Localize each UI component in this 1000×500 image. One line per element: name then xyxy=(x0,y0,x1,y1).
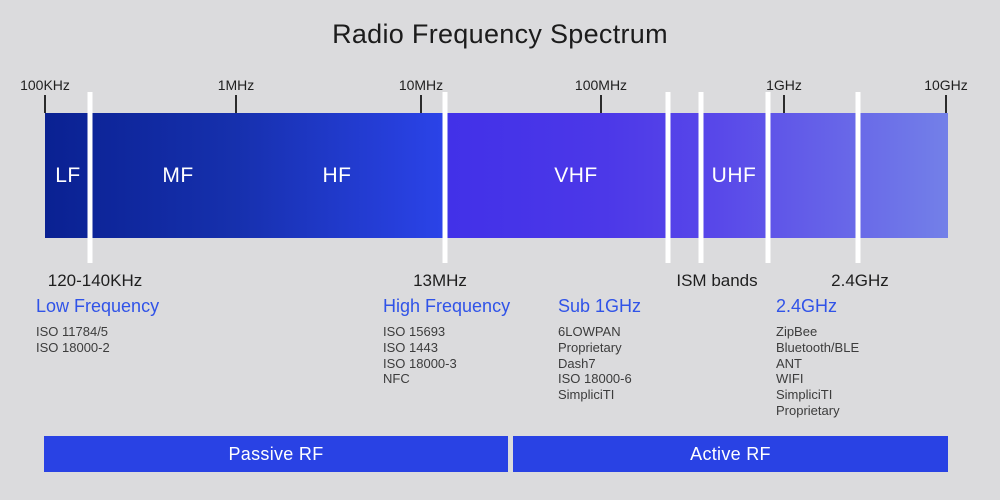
scale-tick-1mhz xyxy=(235,95,237,113)
freq-label-1ghz: 1GHz xyxy=(766,77,802,93)
list-item: ISO 18000-2 xyxy=(36,339,110,355)
divider-2-4ghz xyxy=(855,92,861,263)
column-high-frequency: High Frequency ISO 15693 ISO 1443 ISO 18… xyxy=(383,296,510,387)
list-item: ISO 18000-6 xyxy=(558,371,632,387)
column-header-low-frequency: Low Frequency xyxy=(36,296,160,316)
column-list-low-frequency: ISO 11784/5 ISO 18000-2 xyxy=(36,324,159,356)
list-item: WIFI xyxy=(776,371,804,387)
marker-label-ism-bands: ISM bands xyxy=(676,271,758,290)
column-list-high-frequency: ISO 15693 ISO 1443 ISO 18000-3 NFC xyxy=(383,324,510,387)
column-low-frequency: Low Frequency ISO 11784/5 ISO 18000-2 xyxy=(36,296,159,356)
band-label-lf: LF xyxy=(55,164,81,187)
active-rf-bar: Active RF xyxy=(513,436,948,472)
column-header-high-frequency: High Frequency xyxy=(383,296,511,316)
list-item: SimpliciTI xyxy=(558,387,615,403)
column-header-2-4ghz: 2.4GHz xyxy=(776,296,838,316)
divider-ism-band-left xyxy=(665,92,671,263)
list-item: 6LOWPAN xyxy=(558,324,621,339)
list-item: ISO 18000-3 xyxy=(383,355,457,371)
marker-label-2-4ghz: 2.4GHz xyxy=(831,271,889,290)
divider-120-140khz xyxy=(87,92,93,263)
freq-label-100mhz: 100MHz xyxy=(574,77,628,93)
divider-13mhz xyxy=(442,92,448,263)
freq-label-100khz: 100KHz xyxy=(20,77,70,93)
marker-label-120-140khz: 120-140KHz xyxy=(47,271,143,290)
scale-tick-10ghz xyxy=(945,95,947,113)
list-item: NFC xyxy=(383,371,410,387)
list-item: ANT xyxy=(776,355,802,371)
column-2-4ghz: 2.4GHz ZipBee Bluetooth/BLE ANT WIFI Sim… xyxy=(776,296,859,419)
list-item: ZipBee xyxy=(776,324,818,339)
freq-label-10mhz: 10MHz xyxy=(398,77,444,93)
band-label-vhf: VHF xyxy=(554,164,598,187)
list-item: Proprietary xyxy=(558,339,622,355)
column-list-sub-1ghz: 6LOWPAN Proprietary Dash7 ISO 18000-6 Si… xyxy=(558,324,641,403)
list-item: ISO 11784/5 xyxy=(36,324,109,339)
band-label-uhf: UHF xyxy=(711,164,757,187)
list-item: ISO 1443 xyxy=(383,339,438,355)
page-title: Radio Frequency Spectrum xyxy=(332,19,668,49)
divider-ism-band-mid xyxy=(698,92,704,263)
list-item: Dash7 xyxy=(558,355,596,371)
scale-tick-100mhz xyxy=(600,95,602,113)
divider-ism-band-right xyxy=(765,92,771,263)
column-sub-1ghz: Sub 1GHz 6LOWPAN Proprietary Dash7 ISO 1… xyxy=(558,296,641,403)
list-item: SimpliciTI xyxy=(776,387,833,403)
scale-tick-1ghz xyxy=(783,95,785,113)
list-item: ISO 15693 xyxy=(383,324,446,339)
scale-tick-100khz xyxy=(44,95,46,113)
freq-label-10ghz: 10GHz xyxy=(924,77,968,93)
scale-tick-10mhz xyxy=(420,95,422,113)
marker-label-13mhz: 13MHz xyxy=(413,271,467,290)
active-rf-label: Active RF xyxy=(690,443,771,464)
list-item: Proprietary xyxy=(776,402,840,418)
list-item: Bluetooth/BLE xyxy=(776,339,860,355)
column-header-sub-1ghz: Sub 1GHz xyxy=(558,296,642,316)
spectrum-bar xyxy=(45,113,948,238)
band-label-mf: MF xyxy=(162,164,194,187)
column-list-2-4ghz: ZipBee Bluetooth/BLE ANT WIFI SimpliciTI… xyxy=(776,324,859,419)
passive-rf-label: Passive RF xyxy=(228,443,324,464)
band-label-hf: HF xyxy=(322,164,352,187)
freq-label-1mhz: 1MHz xyxy=(217,77,255,93)
passive-rf-bar: Passive RF xyxy=(44,436,508,472)
